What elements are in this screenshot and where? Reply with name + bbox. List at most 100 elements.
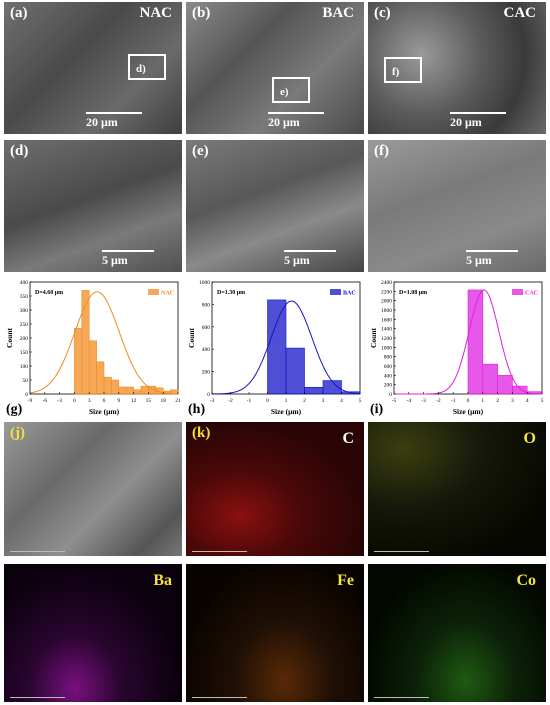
scale-label: 5 μm	[284, 253, 310, 267]
scale-bar: 5 μm	[284, 250, 336, 266]
panel-label: (a)	[10, 5, 28, 21]
histogram-h: -3 -2 -1 0 1 2 3 4 5 0 200 400 600 800 1000 Size (μm) Co…	[186, 276, 366, 418]
y-tick-label: 1600	[381, 317, 392, 323]
histogram-bar	[125, 386, 134, 395]
x-tick-label: -1	[451, 398, 456, 404]
y-tick-label: 200	[202, 370, 211, 376]
legend-label: BAC	[343, 291, 356, 297]
x-tick-label: -1	[247, 398, 252, 404]
element-map-fe: Fe	[186, 564, 364, 702]
scale-bar	[374, 551, 429, 552]
panel-label: (k)	[192, 425, 211, 441]
scale-bar	[192, 551, 247, 552]
histogram-bar	[322, 380, 342, 395]
sem-panel-f: (f) 5 μm	[368, 140, 546, 272]
zoom-inset: d)	[128, 54, 166, 80]
x-axis-label: Size (μm)	[271, 407, 302, 416]
zoom-inset: e)	[272, 77, 310, 103]
histogram-bar	[497, 375, 513, 395]
element-map-ba: Ba	[4, 564, 182, 702]
panel-label: (j)	[10, 425, 25, 441]
histogram-h-svg: -3 -2 -1 0 1 2 3 4 5 0 200 400 600 800 1000 Size (μm) Co…	[187, 280, 362, 416]
y-tick-label: 400	[202, 347, 211, 353]
x-tick-label: -2	[228, 398, 233, 404]
element-symbol: Co	[516, 572, 536, 589]
y-tick-label: 2400	[381, 280, 392, 286]
x-tick-label: 5	[541, 398, 544, 404]
x-axis-label: Size (μm)	[453, 407, 484, 416]
legend-swatch	[512, 289, 523, 295]
histogram-bar	[482, 363, 498, 395]
y-tick-label: 800	[202, 302, 211, 308]
x-tick-label: 2	[496, 398, 499, 404]
x-tick-label: 0	[266, 398, 269, 404]
y-tick-label: 2000	[381, 299, 392, 305]
scale-label: 20 μm	[86, 115, 118, 129]
y-tick-label: 1800	[381, 308, 392, 314]
histogram-bar	[285, 347, 305, 395]
sem-panel-j: (j)	[4, 422, 182, 556]
fit-curve	[211, 300, 361, 395]
histogram-bar	[103, 376, 112, 395]
element-map-o: O	[368, 422, 546, 556]
histogram-bar	[512, 385, 528, 395]
y-tick-label: 600	[202, 325, 211, 331]
scale-bar	[192, 697, 247, 698]
panel-label: (d)	[10, 143, 29, 159]
x-tick-label: 18	[160, 398, 166, 404]
histogram-bar	[88, 340, 97, 395]
panel-label: (b)	[192, 5, 211, 21]
y-tick-label: 400	[384, 373, 393, 379]
histogram-bar	[96, 361, 105, 395]
scale-bar: 5 μm	[466, 250, 518, 266]
inset-label: d)	[136, 63, 146, 75]
scale-bar	[10, 697, 65, 698]
diameter-annotation: D=1.08 μm	[399, 290, 427, 296]
x-tick-label: 4	[526, 398, 529, 404]
x-tick-label: -9	[28, 398, 33, 404]
scale-bar: 20 μm	[86, 112, 142, 128]
histogram-bar	[74, 327, 83, 395]
histogram-bar	[467, 289, 484, 395]
element-symbol: Ba	[153, 572, 172, 589]
x-tick-label: 12	[131, 398, 137, 404]
y-axis-label: Count	[5, 327, 14, 348]
y-tick-label: 1200	[381, 336, 392, 342]
x-tick-label: 3	[511, 398, 514, 404]
histogram-g-svg: -9 -6 -3 0 3 6 9 12 15 18 21 0 50 100 150 200 250 300 350 4…	[5, 280, 181, 416]
y-tick-label: 200	[20, 336, 29, 342]
histogram-g: -9 -6 -3 0 3 6 9 12 15 18 21 0 50 100 150 200 250 300 350 4…	[4, 276, 184, 418]
x-tick-label: 2	[303, 398, 306, 404]
scale-bar	[374, 697, 429, 698]
histogram-bar	[111, 379, 120, 395]
chart-label-i: (i)	[370, 402, 384, 417]
y-tick-label: 350	[20, 294, 29, 300]
fit-curve	[29, 291, 179, 395]
y-tick-label: 50	[23, 378, 29, 384]
histogram-i: -5 -4 -3 -2 -1 0 1 2 3 4 5 0 200 400 600 800 1000 1200 140…	[368, 276, 548, 418]
legend-swatch	[148, 289, 159, 295]
diameter-annotation: D=4.60 μm	[35, 290, 63, 296]
legend-label: NAC	[161, 291, 174, 297]
y-tick-label: 250	[20, 322, 29, 328]
y-tick-label: 600	[384, 364, 393, 370]
y-tick-label: 0	[207, 392, 210, 398]
x-tick-label: 0	[73, 398, 76, 404]
diameter-annotation: D=1.30 μm	[217, 290, 245, 296]
scale-label: 20 μm	[450, 115, 482, 129]
sem-panel-c: (c) CAC f) 20 μm	[368, 2, 546, 134]
sample-title: CAC	[503, 5, 537, 21]
y-tick-label: 0	[25, 392, 28, 398]
x-tick-label: 3	[322, 398, 325, 404]
y-tick-label: 400	[20, 280, 29, 286]
zoom-inset: f)	[384, 57, 422, 83]
scale-label: 5 μm	[466, 253, 492, 267]
scale-label: 20 μm	[268, 115, 300, 129]
y-tick-label: 800	[384, 355, 393, 361]
legend-swatch	[330, 289, 341, 295]
histogram-bar	[133, 389, 142, 395]
x-axis-label: Size (μm)	[89, 407, 120, 416]
histogram-bar	[140, 385, 149, 395]
fit-curve	[394, 289, 543, 395]
y-tick-label: 1400	[381, 327, 392, 333]
